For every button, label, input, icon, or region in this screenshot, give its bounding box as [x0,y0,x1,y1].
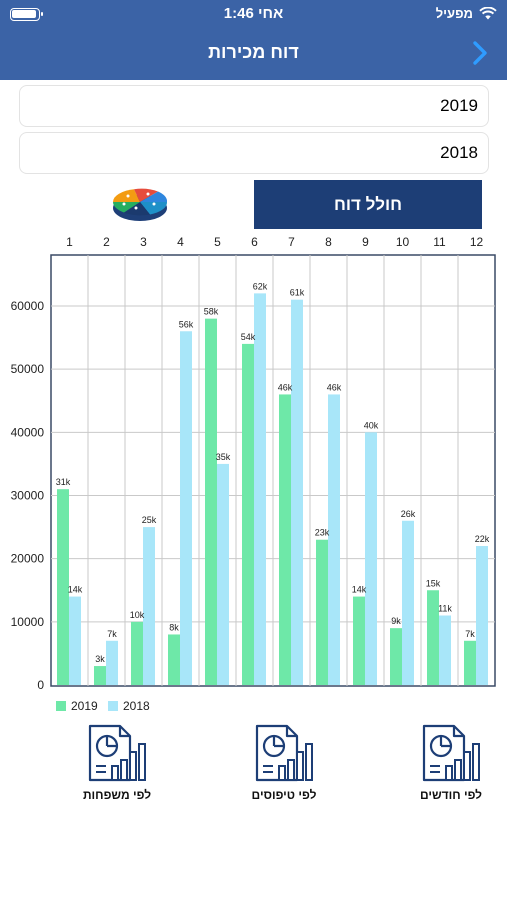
bar-2018 [439,615,451,685]
year-field-2019[interactable]: 2019 [19,85,489,127]
bar-2019 [316,539,328,685]
bar-value-label: 7k [465,629,475,639]
bar-2019 [464,640,476,685]
bar-value-label: 10k [130,610,145,620]
x-tick-label: 10 [396,235,410,249]
bar-2019 [390,628,402,685]
bar-value-label: 23k [315,528,330,538]
bar-value-label: 58k [204,307,219,317]
bar-2018 [143,527,155,685]
x-tick-label: 2 [103,235,110,249]
x-tick-label: 3 [140,235,147,249]
status-bar: 1:46 אחי מפעיל [0,0,507,28]
bar-2018 [69,596,81,685]
bar-2019 [94,666,106,685]
bar-value-label: 61k [290,288,305,298]
report-chart-icon [422,724,480,782]
nav-bar: דוח מכירות [0,28,507,80]
bar-2018 [328,394,340,685]
carrier-label: מפעיל [435,6,473,21]
y-tick-label: 40000 [11,425,45,439]
report-by-month-label: לפי חודשים [419,788,483,802]
bar-2019 [168,634,180,685]
legend-label: 2019 [71,699,98,713]
generate-report-button[interactable]: חולל דוח [254,180,482,229]
bar-2018 [106,640,118,685]
bar-value-label: 56k [179,319,194,329]
x-tick-label: 9 [362,235,369,249]
bar-2019 [57,489,69,685]
report-by-family-button[interactable]: לפי משפחות [62,722,172,808]
bar-value-label: 62k [253,281,268,291]
bar-value-label: 26k [401,509,416,519]
report-by-month-button[interactable]: לפי חודשים [396,722,506,808]
report-by-type-button[interactable]: לפי טיפוסים [229,722,339,808]
bar-2019 [242,343,254,685]
battery-icon [10,8,43,21]
bar-value-label: 25k [142,515,157,525]
bar-value-label: 46k [278,382,293,392]
x-tick-label: 12 [470,235,484,249]
sales-bar-chart: 31k 3k 10k 8k 58k 54k 46k 23k 14k 9k 15k 7k 14k 7k 25k… [11,235,496,713]
report-chart-icon [88,724,146,782]
bar-value-label: 46k [327,382,342,392]
bar-value-label: 9k [391,616,401,626]
legend-swatch [56,701,66,711]
x-tick-label: 11 [433,235,446,249]
wifi-icon [479,7,497,20]
chevron-right-icon[interactable] [469,40,491,66]
x-tick-label: 1 [66,235,73,249]
y-tick-label: 10000 [11,615,45,629]
report-by-family-label: לפי משפחות [82,788,152,802]
bar-value-label: 7k [107,629,117,639]
bar-value-label: 14k [352,585,367,595]
x-tick-label: 7 [288,235,295,249]
status-carrier-group: מפעיל [436,6,497,21]
y-tick-label: 60000 [11,299,45,313]
report-chart-icon [255,724,313,782]
bar-value-label: 31k [56,477,71,487]
y-tick-label: 0 [37,678,44,692]
bar-2018 [254,293,266,685]
x-tick-label: 5 [214,235,221,249]
legend-swatch [108,701,118,711]
bar-value-label: 3k [95,654,105,664]
y-tick-label: 30000 [11,489,45,503]
bar-2018 [217,463,229,685]
bar-2018 [291,299,303,685]
bar-2018 [402,520,414,685]
bar-2018 [180,331,192,685]
bar-2019 [427,590,439,685]
y-tick-label: 20000 [11,552,45,566]
y-tick-label: 50000 [11,362,45,376]
bar-value-label: 54k [241,332,256,342]
pie-chart-icon[interactable] [108,182,172,226]
bar-2018 [365,432,377,685]
bar-value-label: 8k [169,622,179,632]
year-field-2018[interactable]: 2018 [19,132,489,174]
x-tick-label: 6 [251,235,258,249]
bar-2018 [476,546,488,685]
bar-value-label: 40k [364,420,379,430]
bar-value-label: 11k [438,604,452,614]
bar-2019 [279,394,291,685]
x-tick-label: 8 [325,235,332,249]
bar-2019 [353,596,365,685]
bar-2019 [205,318,217,685]
status-time: 1:46 אחי [223,5,284,22]
bar-value-label: 14k [68,585,83,595]
report-by-type-label: לפי טיפוסים [251,788,317,802]
bar-2019 [131,621,143,685]
legend-label: 2018 [123,699,150,713]
bar-value-label: 35k [216,452,231,462]
page-title: דוח מכירות [208,42,299,62]
x-tick-label: 4 [177,235,184,249]
bar-value-label: 22k [475,534,490,544]
bar-value-label: 15k [426,578,441,588]
